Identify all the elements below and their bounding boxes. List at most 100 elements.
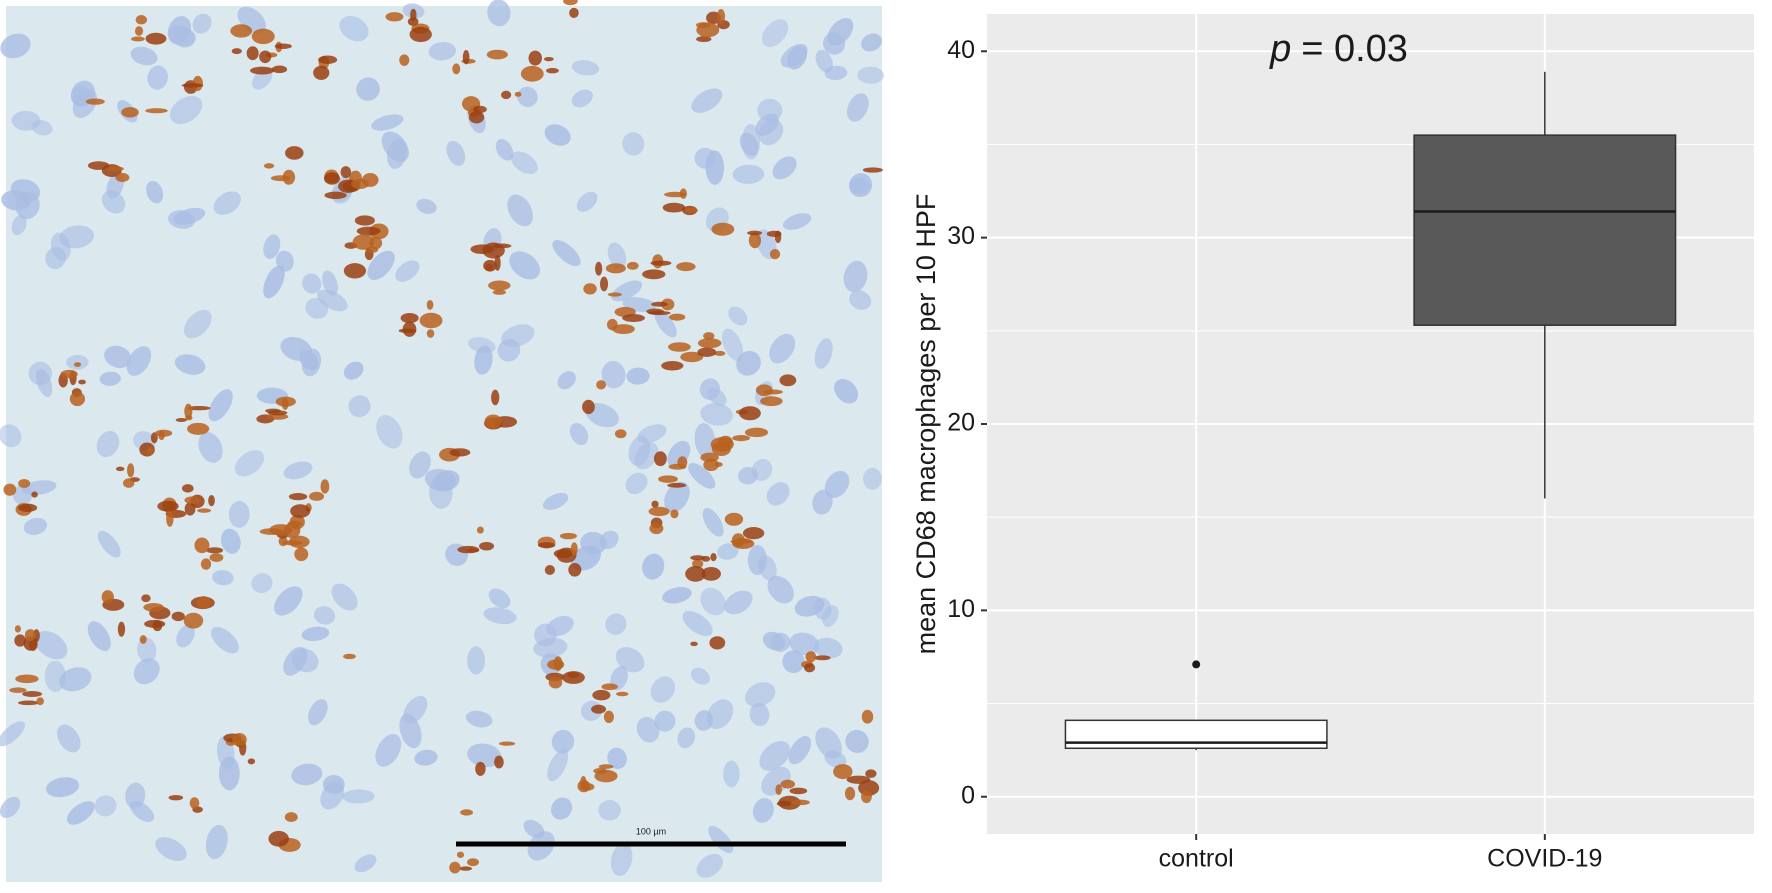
stain — [313, 65, 330, 80]
nucleus — [706, 699, 734, 730]
nucleus — [767, 575, 794, 604]
x-tick-label: control — [1159, 845, 1234, 873]
stain — [171, 611, 185, 622]
nucleus — [210, 626, 239, 654]
nucleus — [601, 361, 626, 389]
nucleus — [789, 632, 820, 656]
nucleus — [212, 570, 234, 586]
nucleus — [126, 346, 152, 376]
stain — [166, 510, 174, 527]
nucleus — [381, 131, 409, 162]
nucleus — [488, 588, 511, 609]
nucleus — [495, 139, 514, 161]
nucleus — [598, 800, 621, 821]
stain — [569, 7, 579, 18]
nucleus — [395, 260, 420, 282]
nucleus — [812, 489, 833, 515]
nucleus — [35, 368, 53, 397]
stain — [591, 704, 607, 714]
stain — [774, 230, 782, 244]
nucleus — [0, 424, 22, 448]
nucleus — [782, 650, 805, 674]
nucleus — [677, 727, 696, 749]
nucleus — [130, 46, 158, 66]
nucleus — [625, 472, 648, 495]
stain — [14, 634, 26, 647]
stain — [861, 790, 872, 804]
stain — [18, 503, 38, 513]
nucleus — [543, 492, 569, 511]
stain — [145, 32, 167, 45]
stain — [475, 761, 486, 776]
stain — [31, 491, 38, 498]
stain — [494, 255, 501, 271]
nucleus — [343, 361, 364, 380]
stain — [651, 500, 659, 508]
stain — [143, 602, 164, 612]
nucleus — [834, 378, 859, 404]
stain — [501, 90, 512, 100]
nucleus — [12, 484, 33, 505]
stain — [651, 301, 668, 307]
stain — [24, 629, 37, 642]
stain — [452, 63, 461, 75]
stain — [548, 676, 563, 689]
stain — [670, 509, 679, 519]
nucleus — [509, 251, 541, 280]
stain — [775, 784, 782, 796]
stain — [520, 65, 544, 82]
nucleus — [205, 824, 228, 860]
nucleus — [732, 164, 765, 184]
nucleus — [745, 682, 776, 708]
nucleus — [263, 234, 281, 260]
stain — [559, 532, 578, 540]
nucleus — [66, 801, 95, 825]
stain — [697, 347, 717, 357]
nucleus — [301, 626, 330, 642]
stain — [123, 478, 135, 488]
nucleus — [274, 586, 303, 616]
stain — [622, 314, 645, 322]
stain — [661, 360, 684, 371]
stain — [603, 710, 614, 724]
stain — [400, 312, 419, 324]
nucleus — [497, 339, 521, 362]
stain — [562, 671, 585, 684]
nucleus — [814, 338, 833, 369]
nucleus — [34, 630, 68, 660]
nucleus — [313, 606, 336, 625]
nucleus — [772, 156, 797, 180]
nucleus — [125, 782, 146, 809]
nucleus — [736, 350, 761, 376]
stain — [528, 50, 542, 66]
stain — [398, 328, 417, 334]
stain — [467, 858, 479, 867]
stain — [263, 163, 275, 169]
nucleus — [626, 367, 650, 385]
stain — [476, 526, 484, 534]
nucleus — [322, 270, 338, 296]
stain — [484, 414, 502, 429]
stain — [648, 506, 670, 517]
stain — [779, 374, 797, 387]
y-tick-label: 20 — [947, 409, 975, 437]
nucleus — [59, 225, 95, 249]
nucleus — [218, 756, 240, 791]
nucleus — [213, 191, 241, 215]
stain — [685, 566, 706, 582]
stain — [486, 49, 508, 60]
stain — [498, 741, 516, 746]
nucleus — [849, 173, 873, 198]
nucleus — [483, 607, 517, 625]
y-tick-label: 10 — [947, 595, 975, 623]
stain — [724, 512, 744, 526]
stain — [649, 522, 664, 535]
stain — [419, 312, 443, 329]
scale-bar-label: 100 µm — [636, 826, 666, 836]
nucleus — [724, 590, 753, 615]
stain — [456, 851, 465, 858]
stain — [197, 508, 211, 513]
nucleus — [551, 729, 575, 754]
nucleus — [208, 389, 233, 422]
stain — [184, 403, 193, 419]
